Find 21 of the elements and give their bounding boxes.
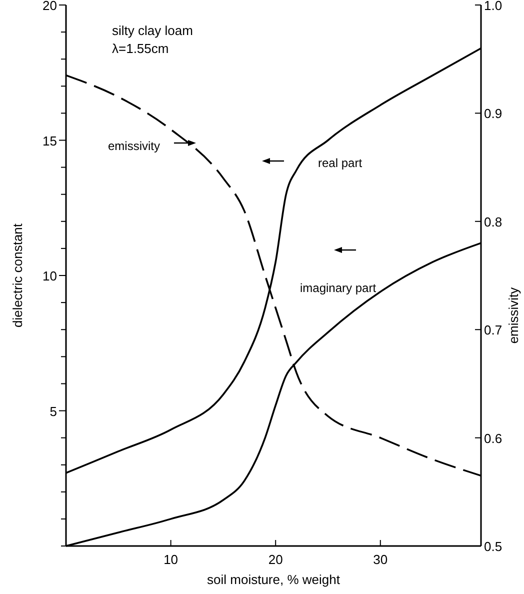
series-label: real part [318,156,363,170]
x-tick-label: 10 [164,552,178,567]
y-tick-label: 10 [42,268,57,284]
y2-tick-label: 0.8 [484,214,502,230]
legend-label: emissivity [108,139,160,153]
y2-tick-label: 1.0 [484,0,502,13]
annotation: silty clay loam [112,23,193,38]
y2-tick-label: 0.6 [484,430,502,446]
annotation: λ=1.55cm [112,41,169,56]
x-axis-title: soil moisture, % weight [207,572,340,587]
x-tick-label: 20 [268,552,283,567]
x-tick-label: 30 [373,552,388,567]
y2-tick-label: 0.9 [484,106,502,122]
y2-tick-label: 0.7 [484,322,502,338]
y-axis-title: dielectric constant [10,223,25,328]
y-tick-label: 20 [42,0,57,13]
y-tick-label: 15 [42,133,57,148]
y2-axis-title: emissivity [506,286,521,344]
y2-tick-label: 0.5 [484,539,502,554]
y-tick-label: 5 [50,404,57,419]
series-label: imaginary part [300,281,377,295]
